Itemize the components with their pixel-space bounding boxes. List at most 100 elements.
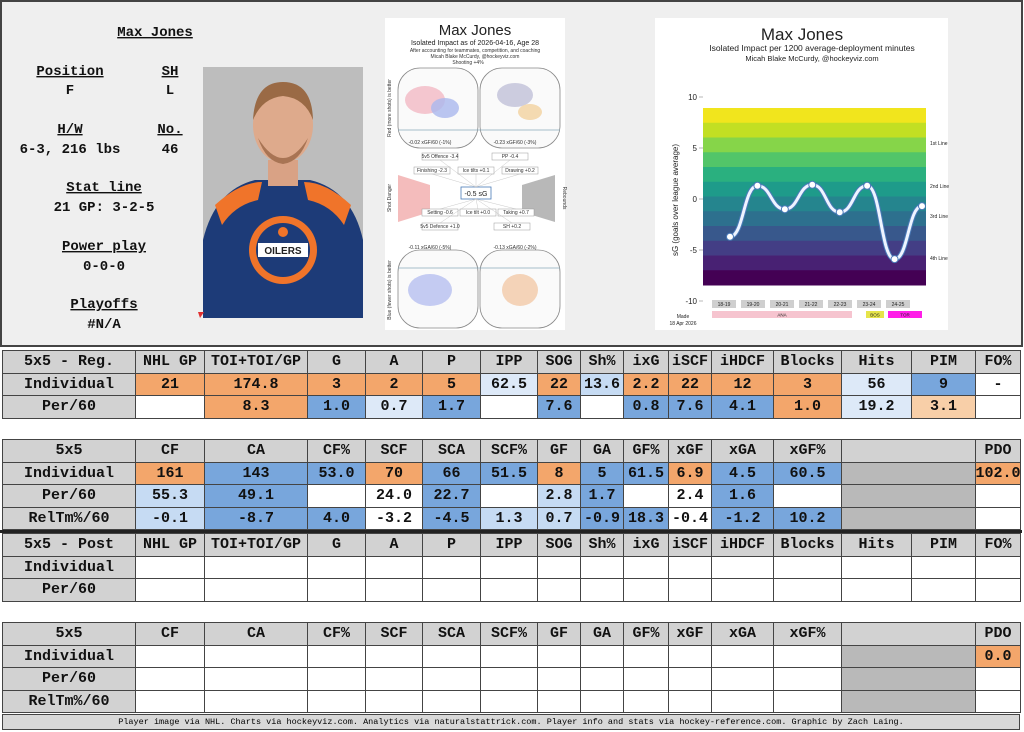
impact-shooting: Shooting +4% (452, 60, 484, 66)
stat-cell: - (975, 372, 1021, 396)
component-link (475, 173, 521, 188)
stat-cell (135, 578, 205, 602)
heat-blob (518, 104, 542, 120)
team-bar (888, 311, 922, 318)
column-header: SCF% (480, 622, 538, 646)
filler (841, 622, 976, 646)
stat-cell (480, 578, 538, 602)
column-header: Blocks (773, 350, 842, 374)
stat-cell: 1.7 (580, 484, 624, 508)
filler (841, 461, 976, 485)
row-label: RelTm%/60 (2, 689, 136, 713)
stat-cell: 49.1 (204, 484, 308, 508)
stat-cell (204, 555, 308, 579)
impact-credit: Micah Blake McCurdy, @hockeyviz.com (431, 54, 520, 60)
deployment-band (703, 108, 926, 124)
heat-blob (497, 83, 533, 107)
impact-label: -0.11 xGA/60 (-5%) (409, 245, 452, 251)
column-header: NHL GP (135, 350, 205, 374)
stat-cell: 51.5 (480, 461, 538, 485)
column-header: A (365, 350, 423, 374)
stat-cell: 102.0 (975, 461, 1021, 485)
stat-cell: 0.7 (537, 506, 581, 530)
info-value: 0-0-0 (83, 259, 125, 275)
component-label: Taking +0.7 (503, 210, 529, 216)
season-box (712, 300, 736, 308)
stat-cell (580, 689, 624, 713)
stat-cell: 13.6 (580, 372, 624, 396)
stat-cell (623, 644, 669, 668)
column-header: iSCF (668, 533, 712, 557)
filler (841, 484, 976, 508)
impact-label: -0.23 xGF/60 (-3%) (494, 140, 537, 146)
x-tick-label: 24-25 (892, 302, 905, 308)
info-label: Playoffs (70, 297, 137, 313)
point (918, 202, 926, 211)
column-header: CA (204, 622, 308, 646)
impact-label: -0.13 xGA/60 (-2%) (493, 245, 536, 251)
column-header: P (422, 533, 481, 557)
stat-cell (422, 555, 481, 579)
column-header: xGF (668, 439, 712, 463)
column-header: Hits (841, 350, 912, 374)
stat-cell (422, 689, 481, 713)
stat-cell (307, 667, 366, 691)
stat-cell: 6.9 (668, 461, 712, 485)
row-label: Per/60 (2, 395, 136, 419)
stat-cell: 161 (135, 461, 205, 485)
row-label: Individual (2, 372, 136, 396)
stat-cell (135, 667, 205, 691)
stat-cell (580, 578, 624, 602)
section-divider (0, 530, 1022, 533)
stat-cell (480, 689, 538, 713)
stat-cell (537, 689, 581, 713)
stat-cell (668, 667, 712, 691)
chart-title: Max Jones (761, 25, 843, 44)
heat-blob (502, 274, 538, 306)
filler (841, 667, 976, 691)
stat-cell (537, 555, 581, 579)
stat-cell (480, 644, 538, 668)
stat-cell: 7.6 (537, 395, 581, 419)
season-box (886, 300, 910, 308)
column-header: ixG (623, 350, 669, 374)
x-tick-label: 19-20 (747, 302, 760, 308)
line-label: 4th Line (930, 256, 948, 262)
stat-cell: 174.8 (204, 372, 308, 396)
column-header: SCA (422, 622, 481, 646)
row-label: Individual (2, 555, 136, 579)
stat-cell: -0.1 (135, 506, 205, 530)
info-value: 46 (162, 142, 179, 158)
info-label: Position (36, 64, 103, 80)
stat-cell: -0.4 (668, 506, 712, 530)
deployment-band (703, 270, 926, 286)
column-header: CF (135, 439, 205, 463)
table-title: 5x5 (2, 439, 136, 463)
deployment-band (703, 196, 926, 212)
component-label: Drawing +0.2 (505, 168, 535, 174)
column-header: PIM (911, 533, 976, 557)
y-tick-label: 10 (688, 93, 697, 102)
column-header: ixG (623, 533, 669, 557)
stat-cell (711, 689, 774, 713)
stat-cell: 12 (711, 372, 774, 396)
column-header: IPP (480, 350, 538, 374)
column-header: SCA (422, 439, 481, 463)
component-link (475, 198, 479, 210)
column-header: CF% (307, 439, 366, 463)
stat-cell (773, 484, 842, 508)
deployment-band (703, 255, 926, 271)
stat-cell (537, 644, 581, 668)
stat-cell (773, 689, 842, 713)
stat-cell (668, 689, 712, 713)
column-header: CA (204, 439, 308, 463)
column-header: GF (537, 439, 581, 463)
stat-cell (975, 667, 1021, 691)
team-label: TOR (900, 313, 910, 318)
stat-cell: 2.4 (668, 484, 712, 508)
stat-cell (841, 555, 912, 579)
column-header: IPP (480, 533, 538, 557)
season-box (741, 300, 765, 308)
x-tick-label: 21-22 (805, 302, 818, 308)
